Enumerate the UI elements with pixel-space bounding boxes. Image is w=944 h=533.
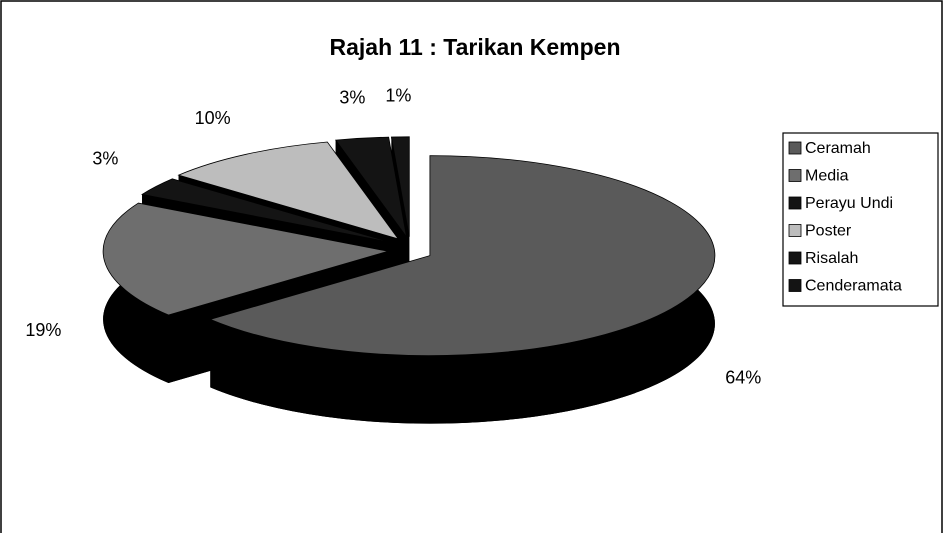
legend-box <box>782 132 939 307</box>
data-label: 19% <box>25 320 61 340</box>
slice <box>209 155 716 357</box>
legend-label: Ceramah <box>805 140 871 157</box>
slice <box>334 136 407 238</box>
slice <box>177 141 400 240</box>
data-label: 10% <box>195 108 231 128</box>
legend-label: Poster <box>805 223 852 240</box>
legend-label: Risalah <box>805 250 858 267</box>
legend-label: Cenderamata <box>805 278 902 295</box>
legend-swatch <box>788 251 802 265</box>
legend-label: Perayu Undi <box>805 195 893 212</box>
slice <box>102 202 389 316</box>
legend-swatch <box>788 196 802 210</box>
legend-swatch <box>788 224 802 237</box>
chart-title: Rajah 11 : Tarikan Kempen <box>329 34 620 60</box>
legend-swatch <box>788 169 802 182</box>
slice <box>140 178 392 243</box>
data-label: 3% <box>92 148 118 168</box>
data-label: 1% <box>385 86 411 106</box>
data-label: 64% <box>725 368 761 388</box>
legend-swatch <box>788 141 802 155</box>
slice <box>390 136 410 237</box>
data-label: 3% <box>339 87 365 107</box>
legend-label: Media <box>805 168 849 185</box>
legend-swatch <box>788 279 802 292</box>
